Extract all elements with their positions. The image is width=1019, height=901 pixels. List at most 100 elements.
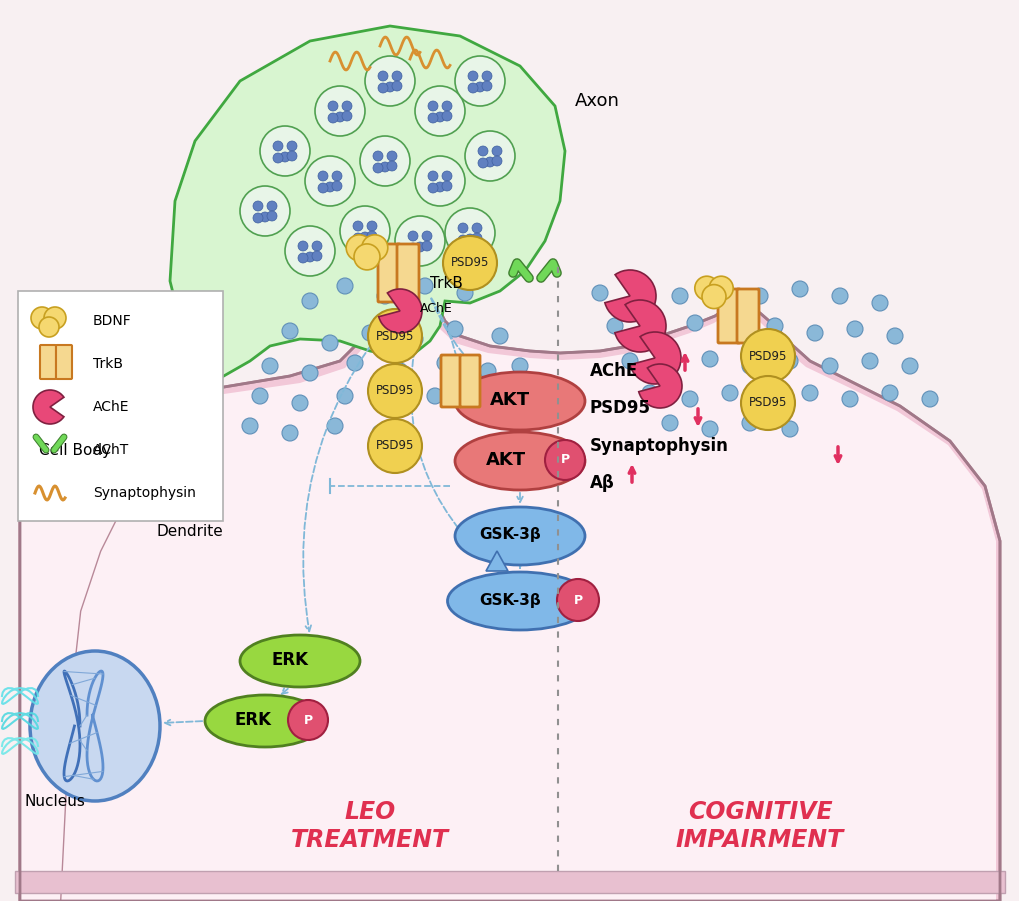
Circle shape bbox=[302, 293, 318, 309]
Wedge shape bbox=[378, 289, 422, 333]
Circle shape bbox=[298, 241, 308, 251]
Text: GSK-3β: GSK-3β bbox=[479, 527, 540, 542]
Circle shape bbox=[441, 171, 451, 181]
Circle shape bbox=[336, 388, 353, 404]
Circle shape bbox=[362, 235, 387, 260]
Circle shape bbox=[472, 223, 482, 233]
Circle shape bbox=[422, 241, 432, 251]
Circle shape bbox=[740, 329, 794, 383]
Text: AKT: AKT bbox=[489, 391, 530, 409]
Circle shape bbox=[861, 353, 877, 369]
Circle shape bbox=[31, 307, 53, 329]
Circle shape bbox=[280, 152, 289, 162]
Circle shape bbox=[761, 391, 777, 407]
Circle shape bbox=[472, 393, 487, 409]
Ellipse shape bbox=[30, 651, 160, 801]
Circle shape bbox=[751, 288, 767, 304]
Text: Axon: Axon bbox=[575, 92, 620, 110]
Circle shape bbox=[384, 82, 394, 92]
Circle shape bbox=[260, 212, 270, 222]
Circle shape bbox=[252, 388, 268, 404]
Polygon shape bbox=[40, 261, 995, 901]
Circle shape bbox=[727, 325, 742, 341]
Circle shape bbox=[408, 231, 418, 241]
Ellipse shape bbox=[454, 372, 585, 430]
Circle shape bbox=[322, 335, 337, 351]
Circle shape bbox=[334, 112, 344, 122]
Circle shape bbox=[378, 83, 387, 93]
Circle shape bbox=[428, 171, 437, 181]
Circle shape bbox=[901, 358, 917, 374]
Circle shape bbox=[267, 211, 277, 221]
Wedge shape bbox=[614, 300, 665, 352]
Text: PSD95: PSD95 bbox=[375, 330, 414, 342]
Text: GSK-3β: GSK-3β bbox=[479, 593, 540, 607]
Circle shape bbox=[360, 136, 410, 186]
Circle shape bbox=[260, 126, 310, 176]
Circle shape bbox=[740, 376, 794, 430]
Circle shape bbox=[373, 163, 382, 173]
Circle shape bbox=[391, 71, 401, 81]
Circle shape bbox=[325, 182, 334, 192]
Circle shape bbox=[544, 440, 585, 480]
Circle shape bbox=[417, 278, 433, 294]
Circle shape bbox=[441, 111, 451, 121]
Circle shape bbox=[442, 236, 496, 290]
Text: TrkB: TrkB bbox=[93, 357, 123, 371]
Circle shape bbox=[353, 233, 363, 243]
Circle shape bbox=[341, 111, 352, 121]
Circle shape bbox=[339, 206, 389, 256]
Circle shape bbox=[472, 233, 482, 243]
Circle shape bbox=[468, 71, 478, 81]
Circle shape bbox=[782, 353, 797, 369]
Circle shape bbox=[506, 388, 523, 404]
Text: Cell Body: Cell Body bbox=[39, 443, 111, 459]
Circle shape bbox=[331, 171, 341, 181]
Circle shape bbox=[741, 358, 757, 374]
FancyBboxPatch shape bbox=[717, 289, 739, 343]
Circle shape bbox=[484, 157, 494, 167]
Circle shape bbox=[287, 700, 328, 740]
Text: ERK: ERK bbox=[271, 651, 308, 669]
Circle shape bbox=[427, 388, 442, 404]
Circle shape bbox=[386, 151, 396, 161]
Circle shape bbox=[444, 208, 494, 258]
Text: COGNITIVE
IMPAIRMENT: COGNITIVE IMPAIRMENT bbox=[676, 800, 844, 852]
Circle shape bbox=[701, 421, 717, 437]
Circle shape bbox=[441, 101, 451, 111]
Circle shape bbox=[377, 288, 392, 304]
Circle shape bbox=[394, 216, 444, 266]
Circle shape bbox=[632, 278, 647, 294]
Circle shape bbox=[367, 231, 377, 241]
Circle shape bbox=[478, 158, 487, 168]
Circle shape bbox=[428, 183, 437, 193]
Circle shape bbox=[821, 358, 838, 374]
Circle shape bbox=[415, 86, 465, 136]
Circle shape bbox=[846, 321, 862, 337]
Circle shape bbox=[284, 226, 334, 276]
Circle shape bbox=[415, 156, 465, 206]
Circle shape bbox=[806, 325, 822, 341]
Circle shape bbox=[478, 146, 487, 156]
Circle shape bbox=[391, 363, 408, 379]
Circle shape bbox=[887, 328, 902, 344]
Circle shape bbox=[782, 421, 797, 437]
Text: Aβ: Aβ bbox=[589, 474, 614, 492]
FancyBboxPatch shape bbox=[396, 244, 419, 302]
Ellipse shape bbox=[454, 432, 585, 490]
Circle shape bbox=[408, 243, 418, 253]
Circle shape bbox=[262, 358, 278, 374]
Circle shape bbox=[327, 418, 342, 434]
FancyBboxPatch shape bbox=[737, 289, 758, 343]
Polygon shape bbox=[485, 551, 507, 571]
Circle shape bbox=[480, 363, 495, 379]
Circle shape bbox=[422, 231, 432, 241]
Circle shape bbox=[741, 415, 757, 431]
Ellipse shape bbox=[454, 507, 585, 565]
Circle shape bbox=[921, 391, 937, 407]
Text: PSD95: PSD95 bbox=[375, 440, 414, 452]
Circle shape bbox=[378, 71, 387, 81]
Circle shape bbox=[475, 82, 484, 92]
Text: PSD95: PSD95 bbox=[748, 396, 787, 409]
Circle shape bbox=[682, 391, 697, 407]
